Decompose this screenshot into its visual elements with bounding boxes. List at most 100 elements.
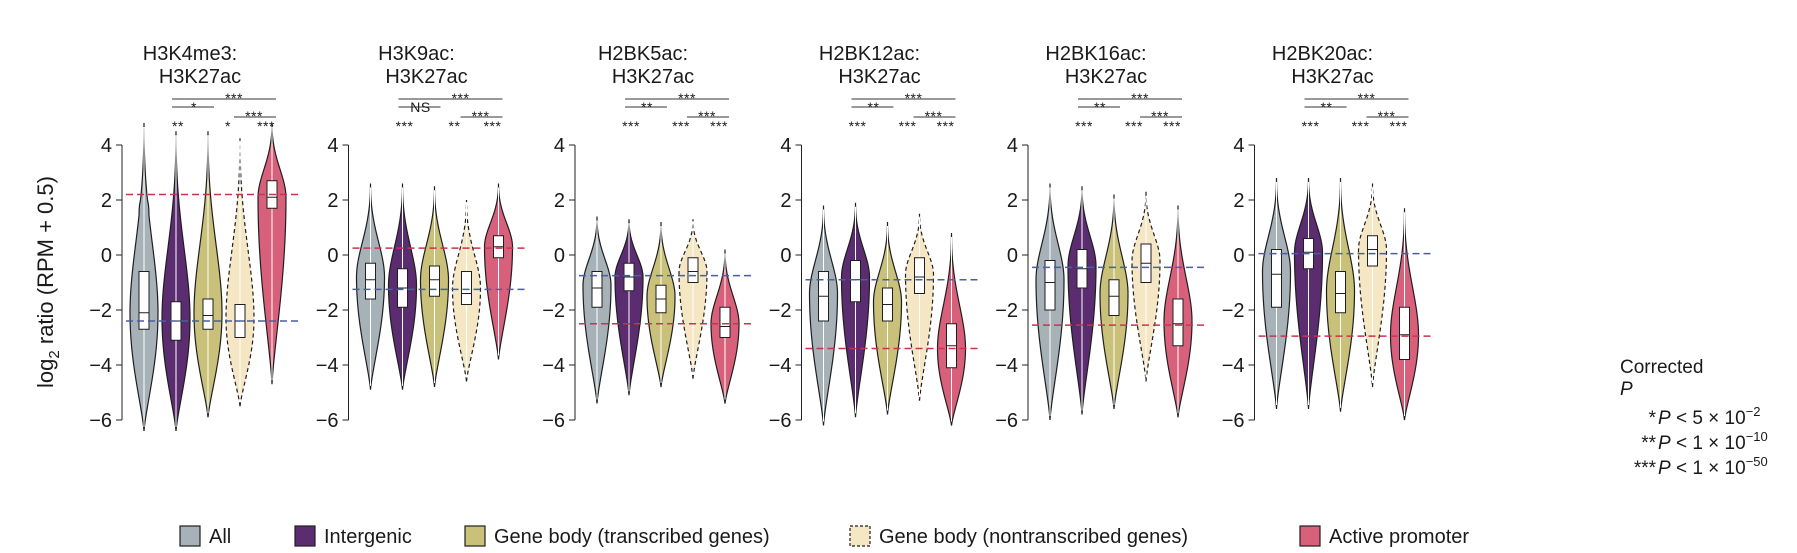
significance-label: *** xyxy=(937,118,955,134)
significance-label: ** xyxy=(172,118,184,134)
y-tick-label: 4 xyxy=(1233,135,1244,157)
violin-box xyxy=(461,271,472,305)
significance-label: *** xyxy=(1378,108,1396,124)
significance-label: ** xyxy=(1094,99,1106,115)
violin-transcribed xyxy=(872,221,903,415)
legend-swatch xyxy=(179,525,201,547)
y-tick-label: −2 xyxy=(542,300,565,322)
y-tick-label: 2 xyxy=(554,190,565,212)
legend-label: Gene body (transcribed genes) xyxy=(494,526,770,548)
significance-label: *** xyxy=(245,108,263,124)
panel-title-line2: H3K27ac xyxy=(612,66,694,88)
violin-all xyxy=(129,122,159,432)
violin-intergenic xyxy=(387,183,418,390)
y-axis-label-text: log2 ratio (RPM + 0.5) xyxy=(33,176,63,388)
significance-label: *** xyxy=(622,118,640,134)
y-label-log: log xyxy=(33,359,58,388)
significance-label: *** xyxy=(672,118,690,134)
significance-label: *** xyxy=(849,118,867,134)
violin-transcribed xyxy=(1325,177,1356,412)
significance-brackets: *********** *** *** xyxy=(622,90,729,134)
panel-title-line1: H2BK20ac: xyxy=(1272,43,1373,65)
legend-item-nontranscribed: Gene body (nontranscribed genes) xyxy=(849,525,1188,548)
significance-label: * xyxy=(191,99,197,115)
legend-swatch xyxy=(464,525,486,547)
significance-label: ** xyxy=(449,118,461,134)
panel-title-line2: H3K27ac xyxy=(838,66,920,88)
violin-box xyxy=(591,271,603,308)
y-tick-label: 2 xyxy=(327,190,338,212)
violin-promoter xyxy=(1389,208,1420,421)
note-row-text: P < 1 × 10−10 xyxy=(1658,429,1768,454)
violin-box xyxy=(850,260,861,303)
y-tick-label: −4 xyxy=(1222,355,1245,377)
legend-swatch xyxy=(294,525,316,547)
violin-all xyxy=(1261,177,1292,410)
significance-label: *** xyxy=(396,118,414,134)
violin-transcribed xyxy=(646,221,676,388)
significance-label: *** xyxy=(905,90,923,106)
y-tick-label: 0 xyxy=(780,245,791,267)
color-legend: All Intergenic Gene body (transcribed gene… xyxy=(179,525,1469,548)
violin-all xyxy=(582,216,612,404)
y-tick-label: −2 xyxy=(316,300,339,322)
significance-label: * xyxy=(225,118,231,134)
violin-box xyxy=(429,265,440,297)
y-tick-label: −2 xyxy=(1222,300,1245,322)
panel-title-line1: H2BK5ac: xyxy=(598,43,688,65)
violin-box xyxy=(719,306,731,338)
violin-promoter xyxy=(936,232,967,426)
y-tick-label: −6 xyxy=(769,410,792,432)
violin-all xyxy=(355,183,386,390)
note-row-rest: < 1 × 10 xyxy=(1671,433,1746,454)
note-row-exp: −10 xyxy=(1746,429,1768,444)
note-row-p: P xyxy=(1658,433,1671,454)
violin-box xyxy=(914,257,925,294)
y-tick-label: 0 xyxy=(1007,245,1018,267)
violin-all xyxy=(1035,183,1065,421)
violin-intergenic xyxy=(1293,177,1324,410)
y-tick-label: 0 xyxy=(327,245,338,267)
y-tick-label: 2 xyxy=(1007,190,1018,212)
significance-label: NS xyxy=(410,99,430,115)
y-tick-label: 4 xyxy=(780,135,791,157)
significance-label: *** xyxy=(1125,118,1143,134)
legend-swatch xyxy=(849,525,871,547)
significance-label: ** xyxy=(641,99,653,115)
significance-label: *** xyxy=(1352,118,1370,134)
violin-box xyxy=(1399,306,1410,360)
violin-promoter xyxy=(257,122,287,385)
violin-box xyxy=(1172,298,1184,347)
y-tick-label: 0 xyxy=(1233,245,1244,267)
note-row-stars: * xyxy=(1649,408,1657,429)
violin-box xyxy=(1367,235,1378,267)
y-axis-label: log2 ratio (RPM + 0.5) xyxy=(33,176,63,388)
significance-label: *** xyxy=(225,90,243,106)
violin-nontranscribed xyxy=(678,219,708,379)
significance-label: *** xyxy=(484,118,502,134)
significance-label: *** xyxy=(1131,90,1149,106)
legend-label: Intergenic xyxy=(324,526,412,548)
significance-label: *** xyxy=(452,90,470,106)
significance-label: *** xyxy=(472,108,490,124)
y-label-sub: 2 xyxy=(46,350,63,358)
significance-label: *** xyxy=(899,118,917,134)
y-tick-label: 4 xyxy=(101,135,112,157)
legend-item-transcribed: Gene body (transcribed genes) xyxy=(464,525,770,548)
y-tick-label: 0 xyxy=(101,245,112,267)
note-row-rest: < 1 × 10 xyxy=(1671,458,1746,479)
violin-transcribed xyxy=(419,186,450,388)
violin-promoter xyxy=(483,183,514,360)
panel-title-line2: H3K27ac xyxy=(159,66,241,88)
y-tick-label: 4 xyxy=(554,135,565,157)
violin-transcribed xyxy=(193,131,223,418)
violin-box xyxy=(1335,271,1346,314)
y-tick-label: 0 xyxy=(554,245,565,267)
